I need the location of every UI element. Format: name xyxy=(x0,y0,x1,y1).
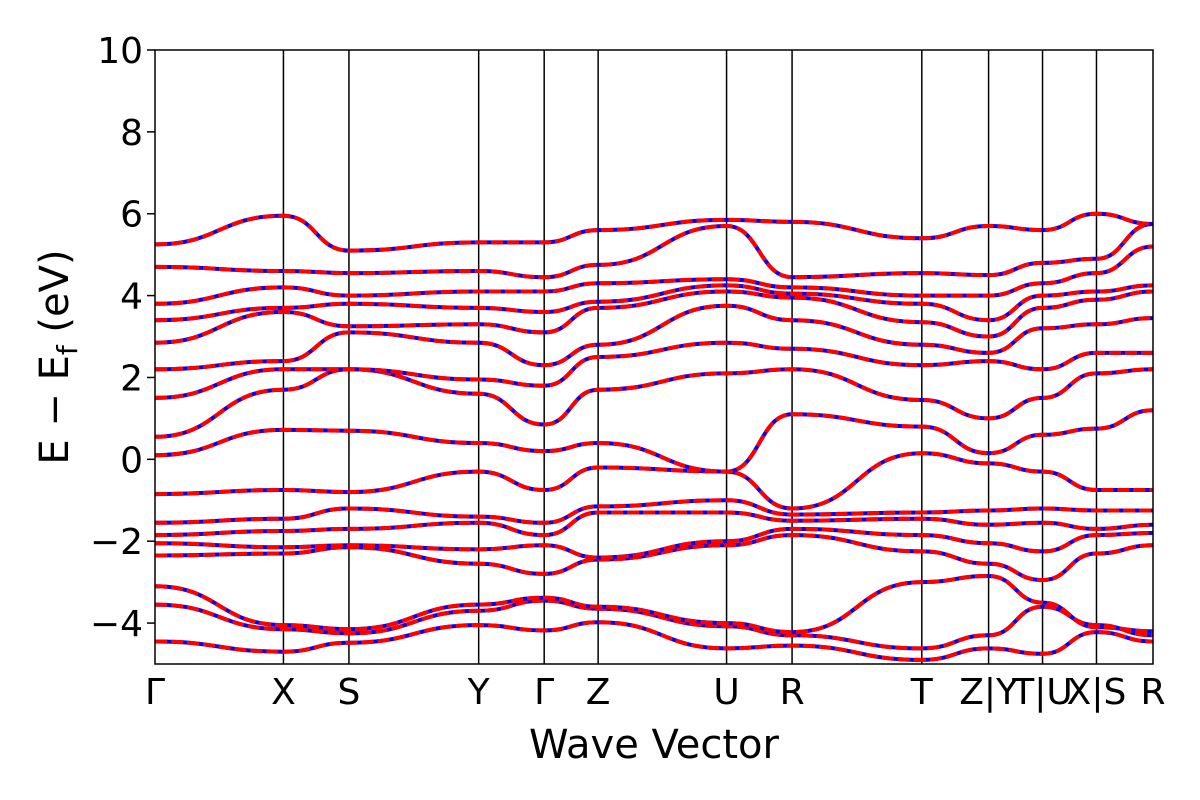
band-16-solid xyxy=(155,211,1153,253)
y-tick-label-5: 6 xyxy=(120,195,143,236)
x-tick-label-11: X|S xyxy=(1067,672,1127,713)
band-8-solid xyxy=(155,408,1153,474)
band-3-dashed xyxy=(155,533,1153,583)
band-1-dashed xyxy=(155,598,1153,651)
band-2-dashed xyxy=(155,574,1153,635)
band-3-solid xyxy=(155,533,1153,583)
y-tick-label-0: −4 xyxy=(90,604,143,645)
band-4-dashed xyxy=(155,526,1153,560)
y-axis-label-subscript: f xyxy=(51,344,84,355)
band-12-dashed xyxy=(155,289,1153,345)
band-7-solid xyxy=(155,451,1153,511)
x-tick-label-0: Γ xyxy=(145,672,165,713)
band-10-dashed xyxy=(155,340,1153,400)
band-14-dashed xyxy=(155,244,1153,306)
band-6-dashed xyxy=(155,498,1153,525)
x-tick-label-4: Γ xyxy=(534,672,554,713)
x-tick-label-3: Y xyxy=(467,672,491,713)
y-tick-label-6: 8 xyxy=(120,113,143,154)
y-tick-label-1: −2 xyxy=(90,522,143,563)
x-tick-label-10: T|U xyxy=(1011,672,1072,713)
x-tick-label-2: S xyxy=(338,672,361,713)
x-tick-label-5: Z xyxy=(586,672,611,713)
x-tick-label-12: R xyxy=(1140,672,1165,713)
y-tick-label-3: 2 xyxy=(120,358,143,399)
band-2-solid xyxy=(155,574,1153,635)
x-tick-label-7: R xyxy=(780,672,805,713)
band-9-solid xyxy=(155,367,1153,439)
plot-frame xyxy=(154,49,1154,665)
band-8-dashed xyxy=(155,408,1153,474)
band-13-dashed xyxy=(155,283,1153,323)
x-tick-label-8: T xyxy=(910,672,934,713)
y-tick-label-7: 10 xyxy=(97,31,143,72)
band-11-dashed xyxy=(155,303,1153,372)
y-tick-label-2: 0 xyxy=(120,440,143,481)
band-5-dashed xyxy=(155,510,1153,538)
x-tick-label-6: U xyxy=(713,672,739,713)
y-tick-label-4: 4 xyxy=(120,277,143,318)
band-7-dashed xyxy=(155,451,1153,511)
band-9-dashed xyxy=(155,367,1153,439)
y-axis-label-main: E − E xyxy=(32,355,78,465)
band-15-dashed xyxy=(155,222,1153,280)
band-0-dashed xyxy=(155,620,1153,662)
x-tick-label-1: X xyxy=(271,672,296,713)
band-16-dashed xyxy=(155,211,1153,253)
y-axis-label: E − Ef (eV) xyxy=(32,249,84,464)
x-axis-label: Wave Vector xyxy=(529,722,780,768)
x-tick-label-9: Z|Y xyxy=(959,672,1019,713)
y-axis-label-unit: (eV) xyxy=(32,249,78,345)
